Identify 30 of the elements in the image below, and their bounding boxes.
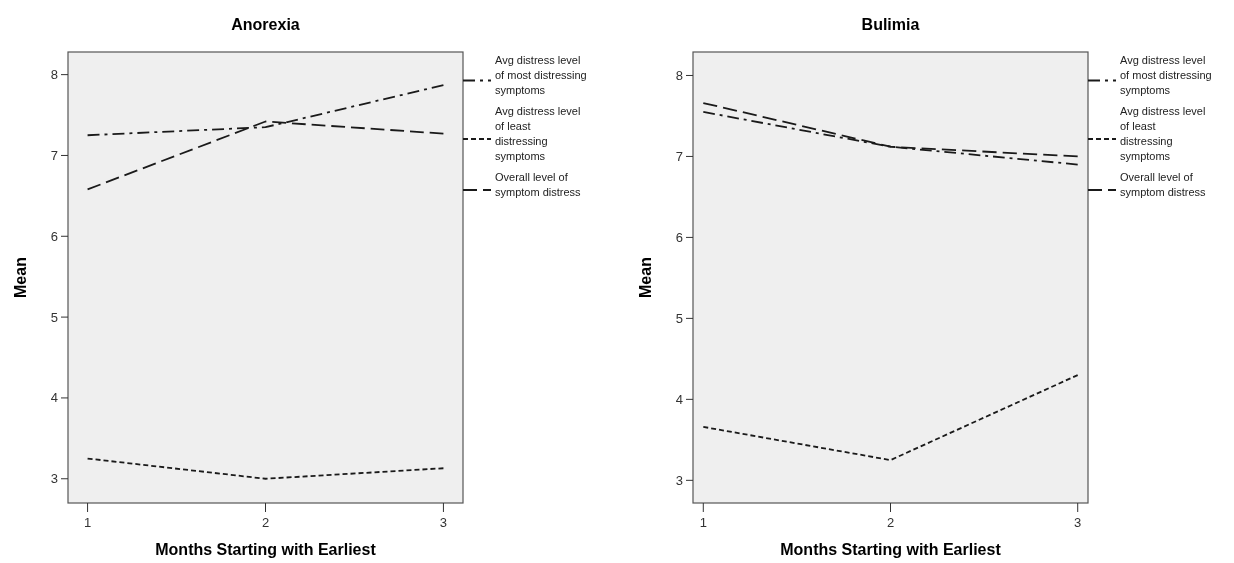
x-tick-label: 2 bbox=[886, 515, 895, 530]
y-tick-label: 4 bbox=[50, 390, 58, 406]
y-tick-label: 5 bbox=[50, 309, 58, 325]
y-tick-label: 6 bbox=[675, 229, 683, 245]
y-axis-title: Mean bbox=[637, 257, 654, 298]
y-tick-label: 5 bbox=[675, 310, 683, 326]
y-tick-label: 4 bbox=[675, 391, 683, 407]
legend-label: Avg distress level of most distressing symptoms bbox=[495, 54, 587, 96]
x-axis-title: Months Starting with Earliest bbox=[155, 541, 377, 558]
x-tick-label: 3 bbox=[439, 515, 448, 530]
x-tick-label: 3 bbox=[1074, 515, 1082, 530]
y-axis-title: Mean bbox=[12, 257, 29, 298]
legend-label: Avg distress level of least distressing symptoms bbox=[495, 105, 581, 162]
legend-label: Avg distress level of most distressing symptoms bbox=[1120, 54, 1212, 96]
y-tick-label: 7 bbox=[50, 148, 58, 164]
x-tick-label: 2 bbox=[261, 515, 270, 530]
x-tick-label: 1 bbox=[83, 515, 92, 530]
chart-title: Anorexia bbox=[231, 16, 300, 33]
y-tick-label: 3 bbox=[675, 472, 683, 488]
x-tick-label: 1 bbox=[699, 515, 707, 530]
legend-label: Avg distress level of least distressing symptoms bbox=[1120, 105, 1206, 162]
y-tick-label: 3 bbox=[50, 471, 58, 487]
chart-title: Bulimia bbox=[861, 16, 920, 33]
y-tick-label: 6 bbox=[50, 228, 58, 244]
legend-label: Overall level of symptom distress bbox=[1120, 171, 1207, 198]
x-axis-title: Months Starting with Earliest bbox=[780, 541, 1002, 558]
legend-label: Overall level of symptom distress bbox=[495, 171, 582, 198]
y-tick-label: 7 bbox=[675, 149, 683, 164]
y-tick-label: 8 bbox=[50, 67, 58, 83]
y-tick-label: 8 bbox=[675, 68, 683, 84]
